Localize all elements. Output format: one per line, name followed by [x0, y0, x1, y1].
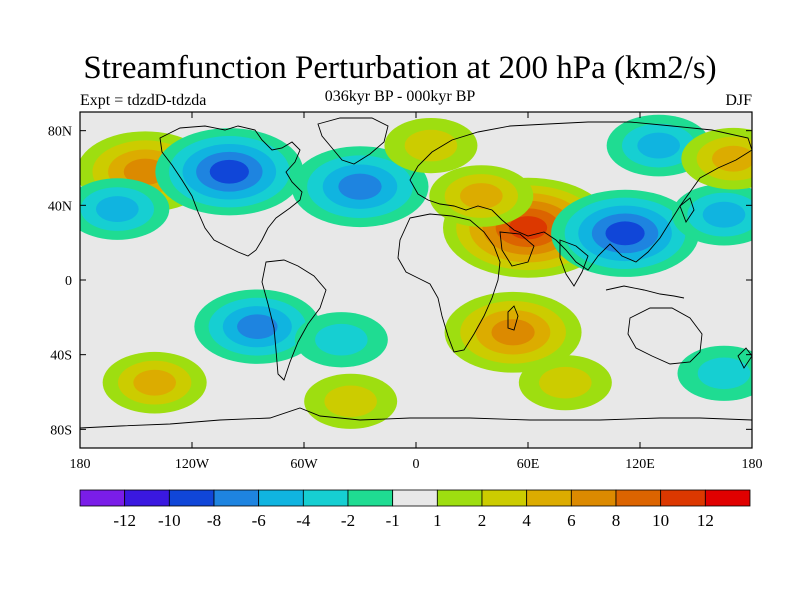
colorbar-swatch [302, 489, 349, 507]
contour-band-6-3 [237, 314, 278, 339]
colorbar-label: -6 [252, 511, 266, 530]
lon-tick-label: 60E [517, 457, 540, 472]
contour-band-10-1 [315, 323, 368, 356]
coast-south-america [261, 259, 327, 381]
coast-japan [679, 197, 695, 223]
coast-africa [397, 213, 501, 353]
colorbar-swatch [660, 489, 706, 507]
lon-tick-label: 120W [175, 457, 210, 472]
coastlines [80, 117, 752, 429]
colorbar-label: 6 [567, 511, 576, 530]
contour-band-14-1 [539, 366, 592, 399]
colorbar-swatch [124, 489, 170, 507]
lat-tick-label: 80N [48, 125, 72, 140]
contour-band-15-1 [697, 357, 751, 390]
coast-new-zealand [737, 347, 752, 369]
coast-eurasia [409, 121, 752, 271]
contour-band-12-2 [460, 183, 503, 209]
colorbar-swatch [615, 489, 662, 507]
coast-north-america [159, 125, 303, 257]
contour-band-17-1 [324, 385, 377, 418]
colorbar-label: 4 [522, 511, 531, 530]
colorbar-label: 10 [652, 511, 669, 530]
colorbar-swatch [168, 489, 215, 507]
colorbar-label: -12 [113, 511, 136, 530]
colorbar-label: -1 [386, 511, 400, 530]
colorbar-swatch [526, 489, 572, 507]
contour-band-7-2 [96, 196, 139, 222]
coast-greenland [317, 117, 389, 165]
colorbar-label: 2 [478, 511, 487, 530]
lat-tick-label: 40N [48, 199, 72, 214]
contour-band-2-4 [209, 159, 249, 184]
contour-band-13-2 [133, 369, 177, 396]
colorbar-label: -8 [207, 511, 221, 530]
contour-band-16-1 [404, 129, 458, 162]
contour-band-3-3 [338, 173, 382, 200]
contour-band-4-4 [605, 221, 645, 246]
colorbar-label: 8 [612, 511, 621, 530]
lon-tick-label: 0 [413, 457, 420, 472]
colorbar-swatch [704, 489, 751, 507]
colorbar-swatch [481, 489, 528, 507]
contour-field [80, 114, 752, 429]
colorbar-swatch [79, 489, 126, 507]
lat-tick-label: 40S [50, 349, 72, 364]
colorbar-label: -10 [158, 511, 181, 530]
lon-tick-label: 180 [70, 457, 91, 472]
colorbar-swatch [258, 489, 304, 507]
lon-tick-label: 180 [742, 457, 763, 472]
season-label: DJF [725, 92, 752, 109]
coast-antarctica [80, 407, 752, 429]
colorbar-label: -2 [341, 511, 355, 530]
colorbar-label: 1 [433, 511, 442, 530]
colorbar-swatch [570, 489, 617, 507]
contour-band-9-2 [637, 132, 681, 159]
colorbar-label: 12 [697, 511, 714, 530]
coast-madagascar [507, 305, 519, 331]
contour-band-11-2 [712, 145, 752, 172]
coast-indonesia [605, 285, 685, 299]
lon-tick-label: 60W [290, 457, 318, 472]
colorbar-swatch [213, 489, 260, 507]
lat-tick-label: 80S [50, 423, 72, 438]
colorbar-swatch [392, 489, 438, 507]
lon-tick-label: 120E [625, 457, 655, 472]
contour-band-1-3 [123, 158, 167, 185]
coast-australia [627, 307, 703, 365]
lat-tick-label: 0 [65, 274, 72, 289]
axis-ticks: 180 120W 60W 0 60E 120E 180 80N 40N 0 40S 80S [48, 112, 763, 472]
colorbar-swatch [347, 489, 394, 507]
colorbar-swatch [436, 489, 483, 507]
contour-band-8-2 [702, 201, 746, 228]
coast-arabia [499, 231, 535, 267]
coast-india [559, 239, 589, 287]
experiment-label: Expt = tdzdD-tdzda [80, 92, 207, 109]
colorbar-label: -4 [296, 511, 311, 530]
period-label: 036kyr BP - 000kyr BP [324, 88, 476, 105]
colorbar: -12 -10 -8 -6 -4 -2 -1 1 2 4 6 8 10 12 [79, 489, 751, 530]
plot-title: Streamfunction Perturbation at 200 hPa (… [83, 50, 717, 86]
contour-band-5-3 [491, 319, 535, 346]
